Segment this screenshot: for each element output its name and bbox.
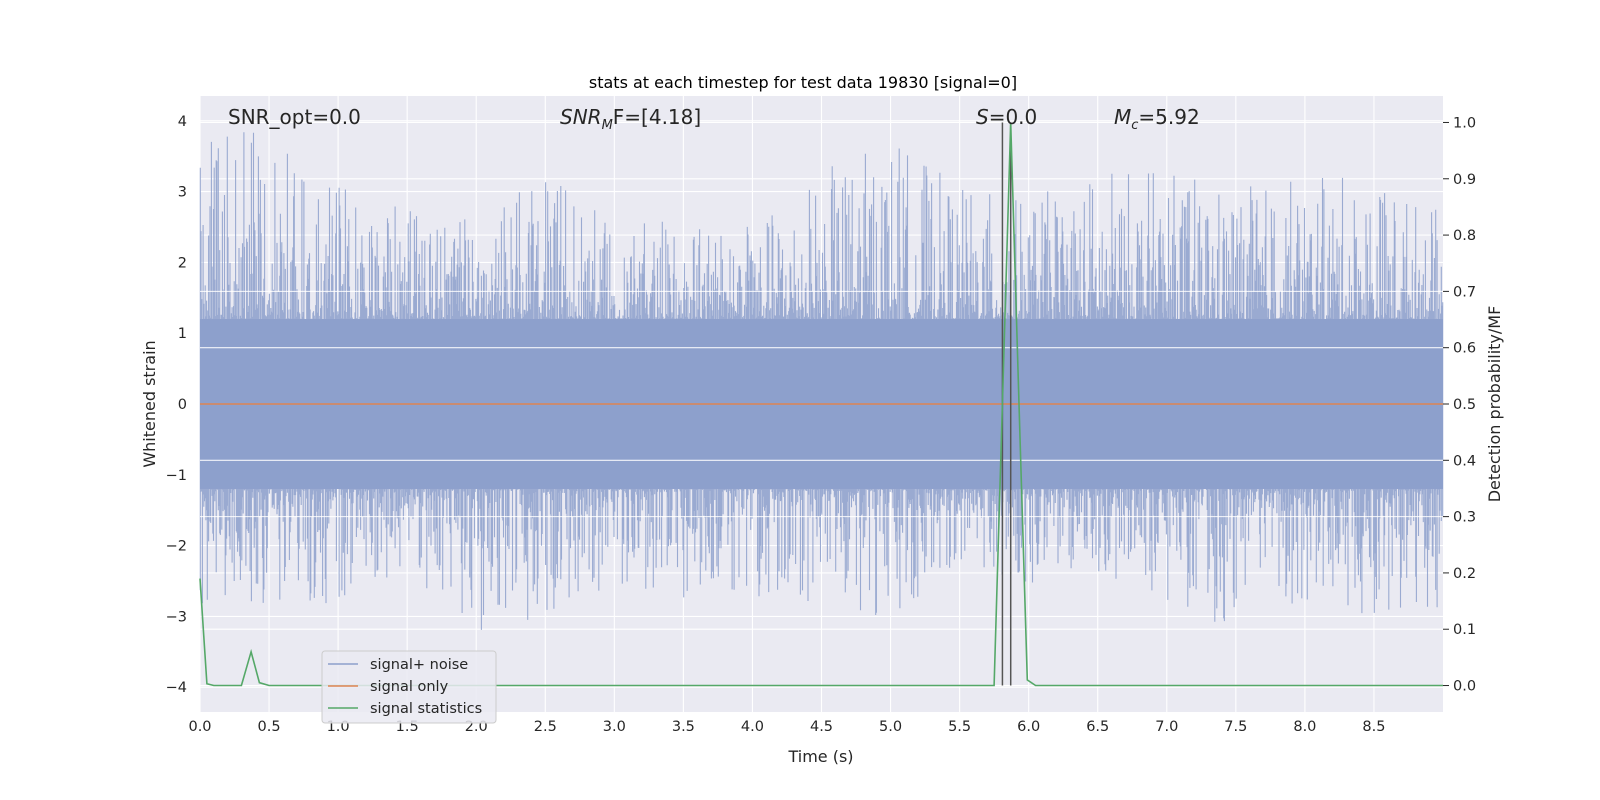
y2-tick-label: 0.6: [1453, 341, 1476, 357]
y2-tick-label: 0.9: [1453, 172, 1476, 188]
x-tick-label: 6.0: [1017, 719, 1040, 735]
y2-tick-label: 1.0: [1453, 115, 1476, 131]
annotation-mc: Mc=5.92: [1114, 105, 1200, 133]
y2-tick-label: 0.3: [1453, 510, 1476, 526]
x-tick-label: 2.5: [534, 719, 557, 735]
x-tick-label: 8.0: [1293, 719, 1316, 735]
legend-label-signal-statistics: signal statistics: [370, 701, 482, 717]
x-tick-label: 6.5: [1086, 719, 1109, 735]
y2-tick-label: 0.2: [1453, 566, 1476, 582]
signal-statistics-line: [199, 122, 1443, 687]
y2-axis-label: Detection probability/MF: [1485, 306, 1504, 503]
y-tick-label: −1: [166, 468, 187, 484]
chart-title: stats at each timestep for test data 198…: [589, 73, 1017, 92]
y-tick-label: −3: [166, 609, 187, 625]
x-tick-label: 5.0: [879, 719, 902, 735]
y2-tick-label: 0.7: [1453, 284, 1476, 300]
y2-tick-label: 0.8: [1453, 228, 1476, 244]
x-tick-label: 7.0: [1155, 719, 1178, 735]
x-tick-label: 7.5: [1224, 719, 1247, 735]
y-tick-label: 1: [178, 326, 187, 342]
y-tick-label: 4: [178, 114, 187, 130]
y-tick-label: −4: [166, 680, 187, 696]
x-tick-label: 0.5: [258, 719, 281, 735]
x-axis-label: Time (s): [787, 747, 853, 766]
y2-tick-label: 0.5: [1453, 397, 1476, 413]
y2-tick-label: 0.4: [1453, 453, 1476, 469]
y2-tick-label: 0.1: [1453, 622, 1476, 638]
legend-label-signal-only: signal only: [370, 679, 449, 695]
axis-ticks: 0.0 0.5 1.0 1.5 2.0 2.5 3.0 3.5 4.0 4.5 5.0 5.5 6.0 6…: [166, 114, 1476, 735]
x-tick-label: 0.0: [188, 719, 211, 735]
y-tick-label: −2: [166, 539, 187, 555]
x-tick-label: 4.5: [810, 719, 833, 735]
x-tick-label: 5.5: [948, 719, 971, 735]
y-tick-label: 3: [178, 185, 187, 201]
annotation-snr-opt: SNR_opt=0.0: [228, 105, 361, 129]
overlay-series: [199, 122, 1443, 687]
annotation-snr-mf: SNRMF=[4.18]: [560, 105, 701, 133]
y-tick-label: 0: [178, 397, 187, 413]
y2-tick-label: 0.0: [1453, 679, 1476, 695]
legend-box: [321, 650, 497, 724]
y-axis-label: Whitened strain: [140, 340, 159, 467]
y-tick-label: 2: [178, 255, 187, 271]
legend: signal+ noise signal only signal statist…: [321, 650, 497, 724]
x-tick-label: 8.5: [1362, 719, 1385, 735]
x-tick-label: 3.0: [603, 719, 626, 735]
legend-label-signal-noise: signal+ noise: [370, 657, 468, 673]
annotation-s: S=0.0: [976, 105, 1037, 129]
x-tick-label: 4.0: [741, 719, 764, 735]
x-tick-label: 3.5: [672, 719, 695, 735]
